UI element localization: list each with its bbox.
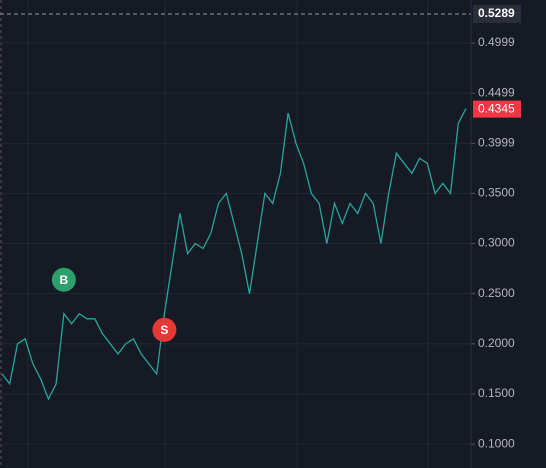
high-price-box <box>473 4 521 23</box>
y-tick-label: 0.2000 <box>478 336 515 350</box>
last-price-label: 0.4345 <box>478 101 515 115</box>
y-tick-label: 0.4999 <box>478 35 515 49</box>
trade-marker-label: B <box>60 273 69 287</box>
y-tick-label: 0.3999 <box>478 136 515 150</box>
trade-marker <box>152 317 177 342</box>
high-price-label: 0.5289 <box>478 6 515 20</box>
y-tick-label: 0.4499 <box>478 85 515 99</box>
price-line <box>1 108 467 401</box>
y-tick-label: 0.3500 <box>478 186 515 200</box>
y-tick-label: 0.1500 <box>478 386 515 400</box>
time-grid <box>27 0 429 468</box>
y-tick-label: 0.1000 <box>478 436 515 450</box>
last-price-box <box>473 100 521 118</box>
y-tick-label: 0.2500 <box>478 286 515 300</box>
trade-marker <box>51 267 76 292</box>
y-tick-label: 0.3000 <box>478 236 515 250</box>
trade-marker-label: S <box>160 323 168 337</box>
